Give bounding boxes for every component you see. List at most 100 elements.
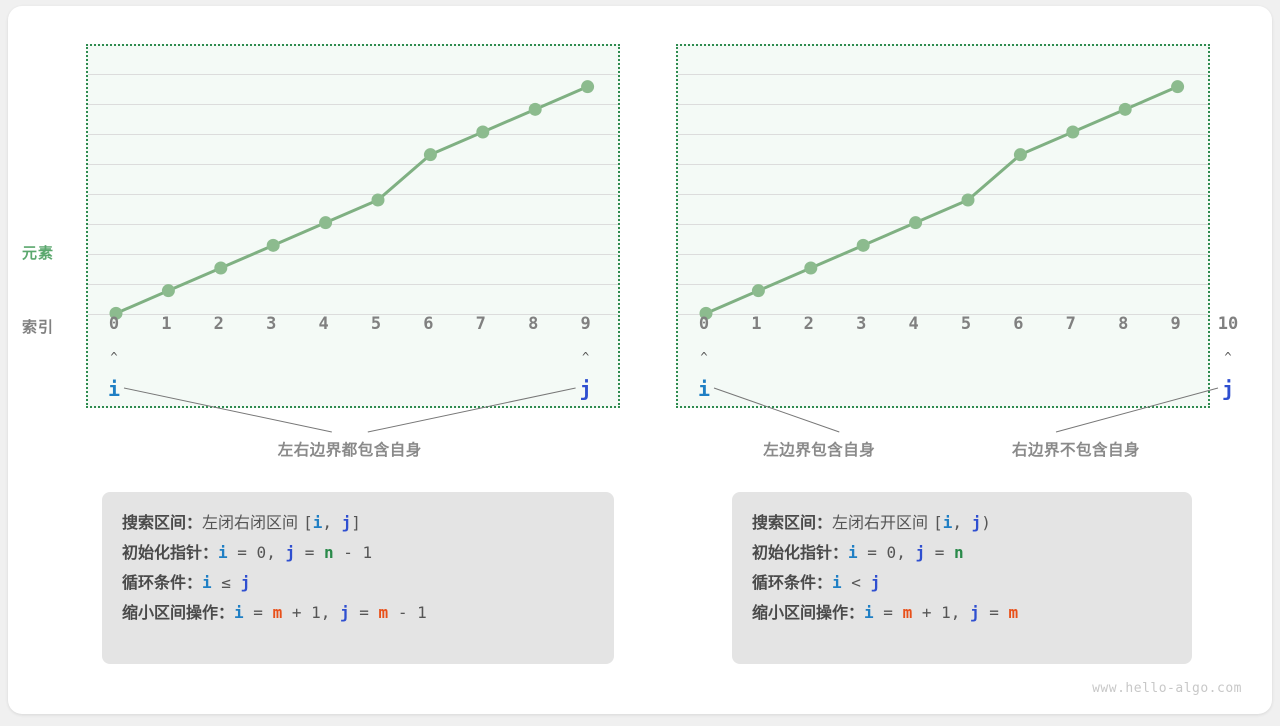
leader-line [367, 387, 576, 433]
info-token: i [218, 543, 228, 562]
info-token: + 1, [282, 603, 340, 622]
gridlines-left [88, 46, 618, 406]
data-point [371, 193, 385, 207]
line-chart-left [109, 80, 595, 320]
info-line: 缩小区间操作：i = m + 1, j = m - 1 [122, 598, 596, 628]
gridline [88, 104, 618, 105]
plot-area-left [86, 44, 620, 408]
data-line [704, 85, 1180, 315]
info-token: ≤ [211, 573, 241, 592]
axis-label-element: 元素 [22, 244, 55, 262]
info-token: < [841, 573, 871, 592]
index-label-2: 2 [803, 314, 814, 334]
index-label-7: 7 [475, 314, 486, 334]
data-point [1066, 125, 1080, 139]
axis-label-index: 索引 [22, 318, 55, 336]
info-line: 搜索区间：左闭右闭区间 [i, j] [122, 508, 596, 538]
info-token: j [915, 543, 926, 562]
info-line: 循环条件：i < j [752, 568, 1174, 598]
data-point [214, 261, 228, 275]
info-line: 初始化指针：i = 0, j = n - 1 [122, 538, 596, 568]
info-token: i [832, 573, 842, 592]
info-token: j [340, 603, 350, 622]
info-token: = [979, 603, 1009, 622]
gridline [88, 254, 618, 255]
note-label: 右边界不包含自身 [1012, 441, 1141, 459]
info-line-label: 初始化指针： [122, 543, 219, 562]
data-point [1171, 80, 1185, 94]
gridline [88, 314, 618, 315]
info-token: = 0, [857, 543, 916, 562]
index-label-1: 1 [751, 314, 762, 334]
index-label-9: 9 [580, 314, 591, 334]
gridline [678, 314, 1208, 315]
index-label-5: 5 [370, 314, 382, 334]
gridline [88, 74, 618, 75]
index-label-3: 3 [266, 314, 277, 334]
pointer-j: j [1221, 377, 1235, 401]
info-token: = 0, [227, 543, 286, 562]
gridline [678, 164, 1208, 165]
gridline [88, 224, 618, 225]
index-label-0: 0 [108, 314, 120, 334]
info-token: = [925, 543, 954, 562]
data-point [751, 284, 765, 298]
info-token: m [378, 603, 389, 622]
info-token: i [234, 603, 244, 622]
data-point [699, 306, 713, 320]
gridline [88, 164, 618, 165]
info-token: m [1008, 603, 1019, 622]
info-token: 左闭右开区间 [832, 513, 934, 532]
info-line-label: 初始化指针： [752, 543, 849, 562]
gridline [678, 254, 1208, 255]
info-token: j [971, 513, 982, 532]
index-label-1: 1 [161, 314, 172, 334]
gridline [678, 284, 1208, 285]
info-token: m [902, 603, 913, 622]
index-label-4: 4 [908, 314, 919, 334]
info-token: = [295, 543, 324, 562]
info-line-label: 循环条件： [122, 573, 203, 592]
line-chart-right [699, 80, 1185, 320]
info-token: + 1, [912, 603, 970, 622]
data-point [581, 80, 595, 94]
gridline [678, 134, 1208, 135]
gridline [678, 224, 1208, 225]
info-line: 初始化指针：i = 0, j = n [752, 538, 1174, 568]
leader-line [1055, 387, 1219, 433]
data-point [161, 284, 175, 298]
info-token: j [240, 573, 251, 592]
data-point [856, 238, 870, 252]
info-token: ) [981, 513, 991, 532]
index-label-6: 6 [1013, 314, 1024, 334]
info-token: = [873, 603, 903, 622]
info-token: ] [351, 513, 361, 532]
info-token: m [272, 603, 283, 622]
info-token: i [864, 603, 874, 622]
info-line-label: 缩小区间操作： [752, 603, 865, 622]
info-token: j [341, 513, 352, 532]
info-token: i [942, 513, 953, 532]
index-label-3: 3 [856, 314, 867, 334]
info-line-label: 循环条件： [752, 573, 833, 592]
gridline [88, 284, 618, 285]
index-label-4: 4 [318, 314, 329, 334]
info-line-label: 搜索区间： [122, 513, 203, 532]
info-token: j [970, 603, 980, 622]
leader-lines-left [123, 387, 576, 433]
data-point [1013, 148, 1027, 162]
info-token: n [324, 543, 334, 562]
index-label-10: 10 [1217, 314, 1239, 334]
info-box-right: 搜索区间：左闭右开区间 [i, j) 初始化指针：i = 0, j = n 循环条件… [732, 492, 1192, 664]
info-box-left: 搜索区间：左闭右闭区间 [i, j] 初始化指针：i = 0, j = n - 1… [102, 492, 614, 664]
info-token: [ [303, 513, 313, 532]
note-label: 左右边界都包含自身 [277, 441, 422, 459]
info-token: = [349, 603, 379, 622]
index-label-2: 2 [213, 314, 224, 334]
info-token: i [312, 513, 323, 532]
info-token: i [202, 573, 212, 592]
data-point [528, 102, 542, 116]
data-point [804, 261, 818, 275]
caret-j: ^ [581, 350, 590, 364]
